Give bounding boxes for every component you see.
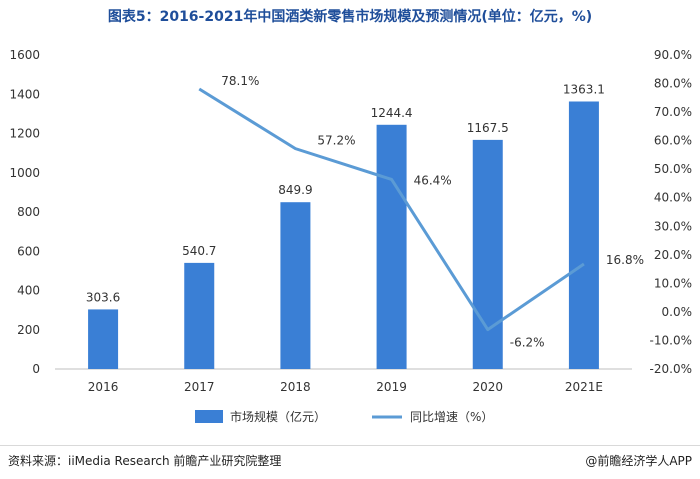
bar-2017: [184, 262, 215, 369]
bar-2016: [88, 309, 119, 369]
bar-value-label: 303.6: [86, 290, 120, 304]
y-right-tick-label: 80.0%: [654, 77, 692, 91]
footer-divider: [0, 445, 700, 446]
legend-label-line: 同比增速（%）: [410, 410, 493, 424]
y-right-tick-label: 60.0%: [654, 134, 692, 148]
y-left-tick-label: 200: [17, 323, 40, 337]
bar-2018: [280, 202, 311, 369]
source-note: 资料来源：iiMedia Research 前瞻产业研究院整理: [8, 454, 282, 468]
y-right-tick-label: 50.0%: [654, 162, 692, 176]
bar-value-label: 1363.1: [563, 82, 605, 96]
y-left-tick-label: 1200: [9, 127, 40, 141]
bar-2021E: [568, 101, 599, 369]
y-right-tick-label: 70.0%: [654, 105, 692, 119]
y-right-tick-label: -20.0%: [650, 362, 692, 376]
y-right-tick-label: 0.0%: [662, 305, 693, 319]
bar-2020: [472, 139, 503, 369]
x-tick-label: 2018: [280, 380, 311, 394]
bar-value-label: 1244.4: [371, 106, 413, 120]
y-left-tick-label: 600: [17, 244, 40, 258]
y-left-tick-label: 0: [32, 362, 40, 376]
y-left-tick-label: 800: [17, 205, 40, 219]
line-value-label: -6.2%: [510, 336, 545, 350]
line-value-label: 57.2%: [317, 134, 355, 148]
y-left-tick-label: 1000: [9, 166, 40, 180]
bar-value-label: 1167.5: [467, 121, 509, 135]
y-right-tick-label: 90.0%: [654, 48, 692, 62]
x-tick-label: 2020: [472, 380, 503, 394]
line-value-label: 46.4%: [414, 173, 452, 187]
bar-value-label: 849.9: [278, 183, 312, 197]
line-value-label: 78.1%: [221, 74, 259, 88]
brand-credit: @前瞻经济学人APP: [585, 454, 692, 468]
chart-title: 图表5：2016-2021年中国酒类新零售市场规模及预测情况(单位：亿元，%): [107, 9, 593, 25]
y-right-tick-label: 40.0%: [654, 191, 692, 205]
chart-svg: 0 200 400 600 800 1000 1200 1400 1600 -20.0% -10.0…: [9, 48, 693, 424]
y-left-tick-label: 1400: [9, 87, 40, 101]
y-right-tick-label: 30.0%: [654, 219, 692, 233]
x-tick-label: 2021E: [565, 380, 603, 394]
y-right-tick-label: -10.0%: [650, 333, 692, 347]
line-value-label: 16.8%: [606, 253, 644, 267]
legend-swatch-bar: [195, 410, 223, 423]
legend-label-bar: 市场规模（亿元）: [230, 409, 326, 424]
bar-2019: [376, 124, 407, 369]
line-growth-rate: [198, 87, 585, 332]
y-right-tick-label: 20.0%: [654, 248, 692, 262]
y-left-tick-label: 400: [17, 284, 40, 298]
x-tick-label: 2019: [376, 380, 407, 394]
x-tick-label: 2017: [184, 380, 215, 394]
x-tick-label: 2016: [88, 380, 119, 394]
bar-value-label: 540.7: [182, 244, 216, 258]
y-right-tick-label: 10.0%: [654, 276, 692, 290]
y-left-tick-label: 1600: [9, 48, 40, 62]
